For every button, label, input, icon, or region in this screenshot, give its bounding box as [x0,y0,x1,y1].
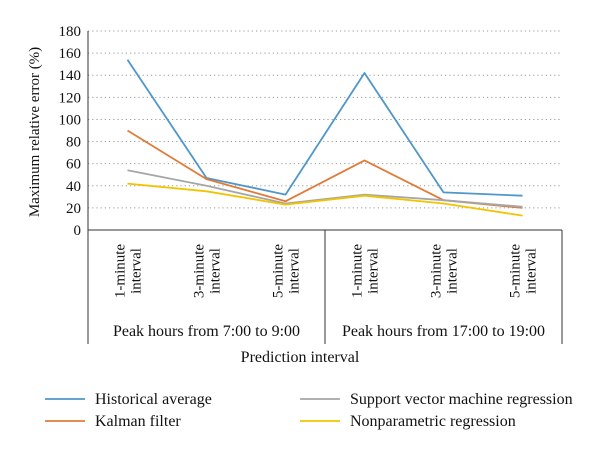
x-tick-label: 5-minuteinterval [508,244,540,298]
x-tick-label-line: interval [524,248,540,294]
x-tick-label: 1-minuteinterval [113,244,145,298]
y-tick-label: 0 [74,223,82,239]
axes [87,31,563,344]
x-tick-label-line: 1-minute [350,244,366,298]
y-tick-label: 120 [59,90,82,106]
x-group-label: Peak hours from 7:00 to 9:00 [113,323,300,340]
x-tick-label-line: 5-minute [271,244,287,298]
y-tick-label: 40 [66,179,81,195]
grid-lines [88,30,562,209]
y-tick-label: 160 [59,46,82,62]
x-tick-label: 5-minuteinterval [271,244,303,298]
series-line [126,59,523,197]
legend-item: Kalman filter [45,413,181,430]
legend: Historical average Kalman filter Support v… [45,391,573,430]
series-line [127,182,523,217]
y-tick-label: 20 [66,201,81,217]
x-tick-label-line: 5-minute [508,244,524,298]
x-tick-label-line: 3-minute [429,244,445,298]
x-tick-label-line: interval [287,248,303,294]
legend-item: Nonparametric regression [300,413,516,430]
x-tick-label-line: 1-minute [113,244,129,298]
x-group-labels: Peak hours from 7:00 to 9:00 Peak hours f… [113,323,545,340]
y-axis-label: Maximum relative error (%) [27,47,43,217]
y-tick-label: 140 [59,68,82,84]
x-tick-label-line: interval [129,248,145,294]
y-tick-label: 60 [66,157,81,173]
legend-label: Kalman filter [95,413,181,430]
legend-label: Support vector machine regression [350,391,573,408]
plot-area [126,59,523,217]
legend-item: Support vector machine regression [300,391,573,408]
x-axis-label: Prediction interval [241,349,360,366]
x-category-labels: 1-minuteinterval 3-minuteinterval 5-minute… [113,244,540,298]
y-tick-label: 80 [66,135,81,151]
x-tick-label: 3-minuteinterval [192,244,224,298]
legend-label: Historical average [95,391,212,408]
legend-label: Nonparametric regression [350,413,516,430]
y-tick-label: 180 [59,24,82,40]
x-tick-label: 3-minuteinterval [429,244,461,298]
x-tick-label: 1-minuteinterval [350,244,382,298]
x-tick-label-line: 3-minute [192,244,208,298]
legend-item: Historical average [45,391,212,408]
x-tick-label-line: interval [366,248,382,294]
y-tick-labels: 0 20 40 60 80 100 120 140 160 180 [59,24,82,239]
x-tick-label-line: interval [445,248,461,294]
x-tick-label-line: interval [208,248,224,294]
series-line [127,169,523,208]
x-group-label: Peak hours from 17:00 to 19:00 [342,323,545,340]
y-tick-label: 100 [59,112,82,128]
series-line [127,129,523,209]
